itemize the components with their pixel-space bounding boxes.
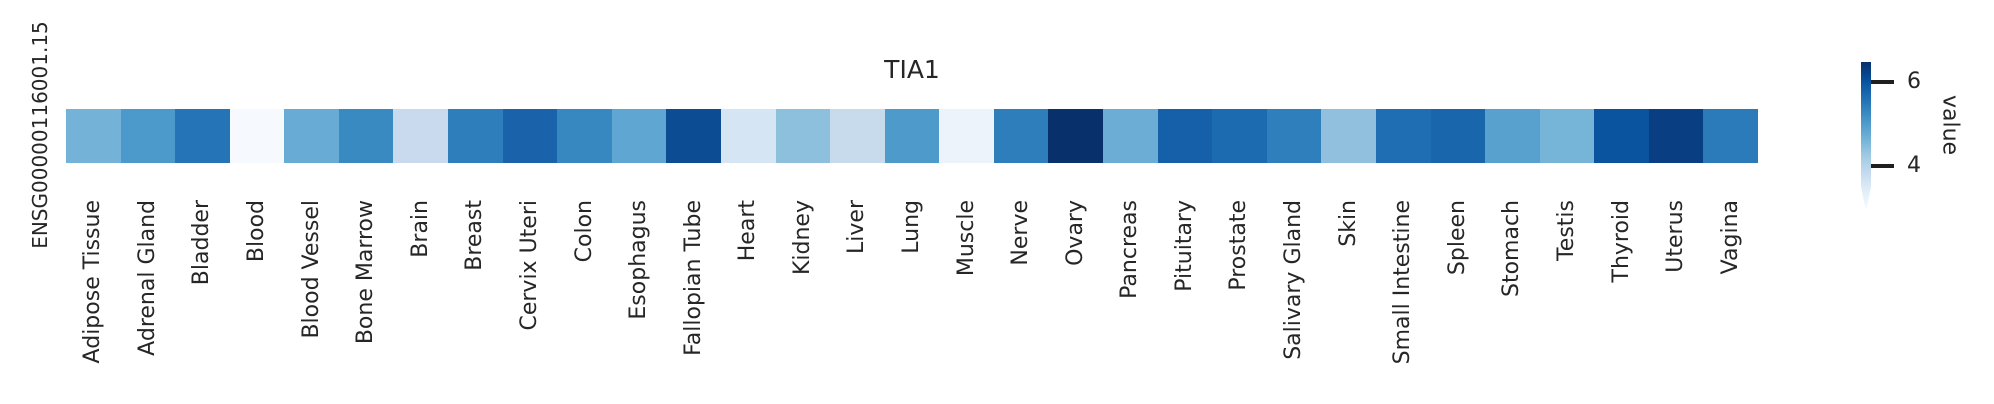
x-tick-label-lung: Lung	[899, 200, 924, 254]
heatmap-cell-spleen[interactable]	[1430, 109, 1486, 163]
heatmap-cell-adrenal-gland[interactable]	[120, 109, 176, 163]
x-tick-label-breast: Breast	[462, 200, 488, 271]
x-tick-label-small-intestine: Small Intestine	[1390, 200, 1416, 365]
heatmap-cell-pituitary[interactable]	[1157, 109, 1213, 163]
heatmap-cell-bone-marrow[interactable]	[338, 109, 394, 163]
heatmap-cell-liver[interactable]	[830, 109, 886, 163]
x-tick-label-salivary-gland: Salivary Gland	[1281, 200, 1307, 360]
x-tick-label-pancreas: Pancreas	[1117, 200, 1143, 299]
heatmap-cell-thyroid[interactable]	[1594, 109, 1650, 163]
heatmap-cell-prostate[interactable]	[1212, 109, 1268, 163]
x-tick-label-fallopian-tube: Fallopian Tube	[680, 200, 706, 356]
heatmap-cell-breast[interactable]	[448, 109, 504, 163]
x-tick-label-esophagus: Esophagus	[626, 200, 652, 320]
x-tick-label-bone-marrow: Bone Marrow	[353, 200, 379, 345]
x-tick-label-brain: Brain	[407, 200, 433, 258]
x-tick-label-colon: Colon	[571, 200, 597, 263]
heatmap-cell-blood[interactable]	[229, 109, 285, 163]
heatmap-cell-testis[interactable]	[1539, 109, 1595, 163]
x-tick-label-kidney: Kidney	[789, 200, 815, 276]
colorbar-label-wrap: value	[1935, 62, 1965, 188]
colorbar-tick-mark-4	[1871, 164, 1894, 168]
x-tick-label-stomach: Stomach	[1499, 200, 1525, 298]
heatmap-cell-muscle[interactable]	[939, 109, 995, 163]
x-tick-label-skin: Skin	[1335, 200, 1361, 247]
colorbar-extend-arrow	[1861, 187, 1871, 211]
y-axis-label: ENSG00000116001.15	[28, 21, 53, 249]
x-tick-label-cervix-uteri: Cervix Uteri	[516, 200, 542, 331]
heatmap-cell-blood-vessel[interactable]	[284, 109, 340, 163]
heatmap-cell-stomach[interactable]	[1485, 109, 1541, 163]
colorbar-tick-label-6: 6	[1907, 69, 1921, 94]
x-tick-label-spleen: Spleen	[1444, 200, 1470, 276]
x-tick-label-heart: Heart	[735, 200, 761, 262]
heatmap-cell-salivary-gland[interactable]	[1266, 109, 1322, 163]
x-tick-label-pituitary: Pituitary	[1171, 200, 1197, 292]
heatmap-cell-heart[interactable]	[720, 109, 777, 163]
heatmap-cell-bladder[interactable]	[175, 109, 231, 163]
x-tick-label-adipose-tissue: Adipose Tissue	[80, 200, 106, 364]
heatmap-cell-nerve[interactable]	[993, 109, 1049, 163]
x-tick-label-blood-vessel: Blood Vessel	[298, 200, 324, 339]
heatmap-cell-colon[interactable]	[557, 109, 613, 163]
x-tick-label-blood: Blood	[244, 200, 270, 263]
x-tick-label-bladder: Bladder	[189, 200, 215, 286]
heatmap-cell-adipose-tissue[interactable]	[66, 109, 122, 163]
heatmap-cell-vagina[interactable]	[1703, 109, 1759, 163]
colorbar: 6 4 value	[1861, 62, 1991, 222]
y-axis-label-wrap: ENSG00000116001.15	[27, 21, 53, 249]
x-tick-label-liver: Liver	[844, 200, 870, 254]
chart-title: TIA1	[884, 55, 940, 84]
heatmap-cell-lung[interactable]	[884, 109, 940, 163]
colorbar-gradient	[1861, 62, 1871, 187]
x-tick-label-prostate: Prostate	[1226, 200, 1252, 291]
heatmap-cell-esophagus[interactable]	[611, 109, 667, 163]
heatmap-cell-pancreas[interactable]	[1103, 109, 1159, 163]
x-tick-label-thyroid: Thyroid	[1608, 200, 1634, 283]
x-tick-label-adrenal-gland: Adrenal Gland	[134, 200, 160, 356]
heatmap-cell-brain[interactable]	[393, 109, 449, 163]
heatmap-cell-small-intestine[interactable]	[1375, 109, 1431, 163]
colorbar-tick-label-4: 4	[1907, 153, 1921, 178]
colorbar-label: value	[1937, 94, 1963, 156]
x-tick-label-muscle: Muscle	[953, 200, 979, 277]
x-tick-label-nerve: Nerve	[1008, 200, 1034, 266]
colorbar-tick-mark-6	[1871, 80, 1894, 84]
heatmap-cell-fallopian-tube[interactable]	[666, 109, 722, 163]
x-tick-label-testis: Testis	[1553, 200, 1579, 261]
x-tick-label-ovary: Ovary	[1062, 200, 1088, 266]
heatmap-cell-skin[interactable]	[1321, 109, 1377, 163]
heatmap-cell-kidney[interactable]	[775, 109, 831, 163]
heatmap-cell-cervix-uteri[interactable]	[502, 109, 558, 163]
heatmap-cell-ovary[interactable]	[1048, 109, 1104, 163]
x-tick-label-vagina: Vagina	[1717, 200, 1743, 275]
heatmap-cell-uterus[interactable]	[1648, 109, 1704, 163]
x-tick-label-uterus: Uterus	[1663, 200, 1689, 273]
